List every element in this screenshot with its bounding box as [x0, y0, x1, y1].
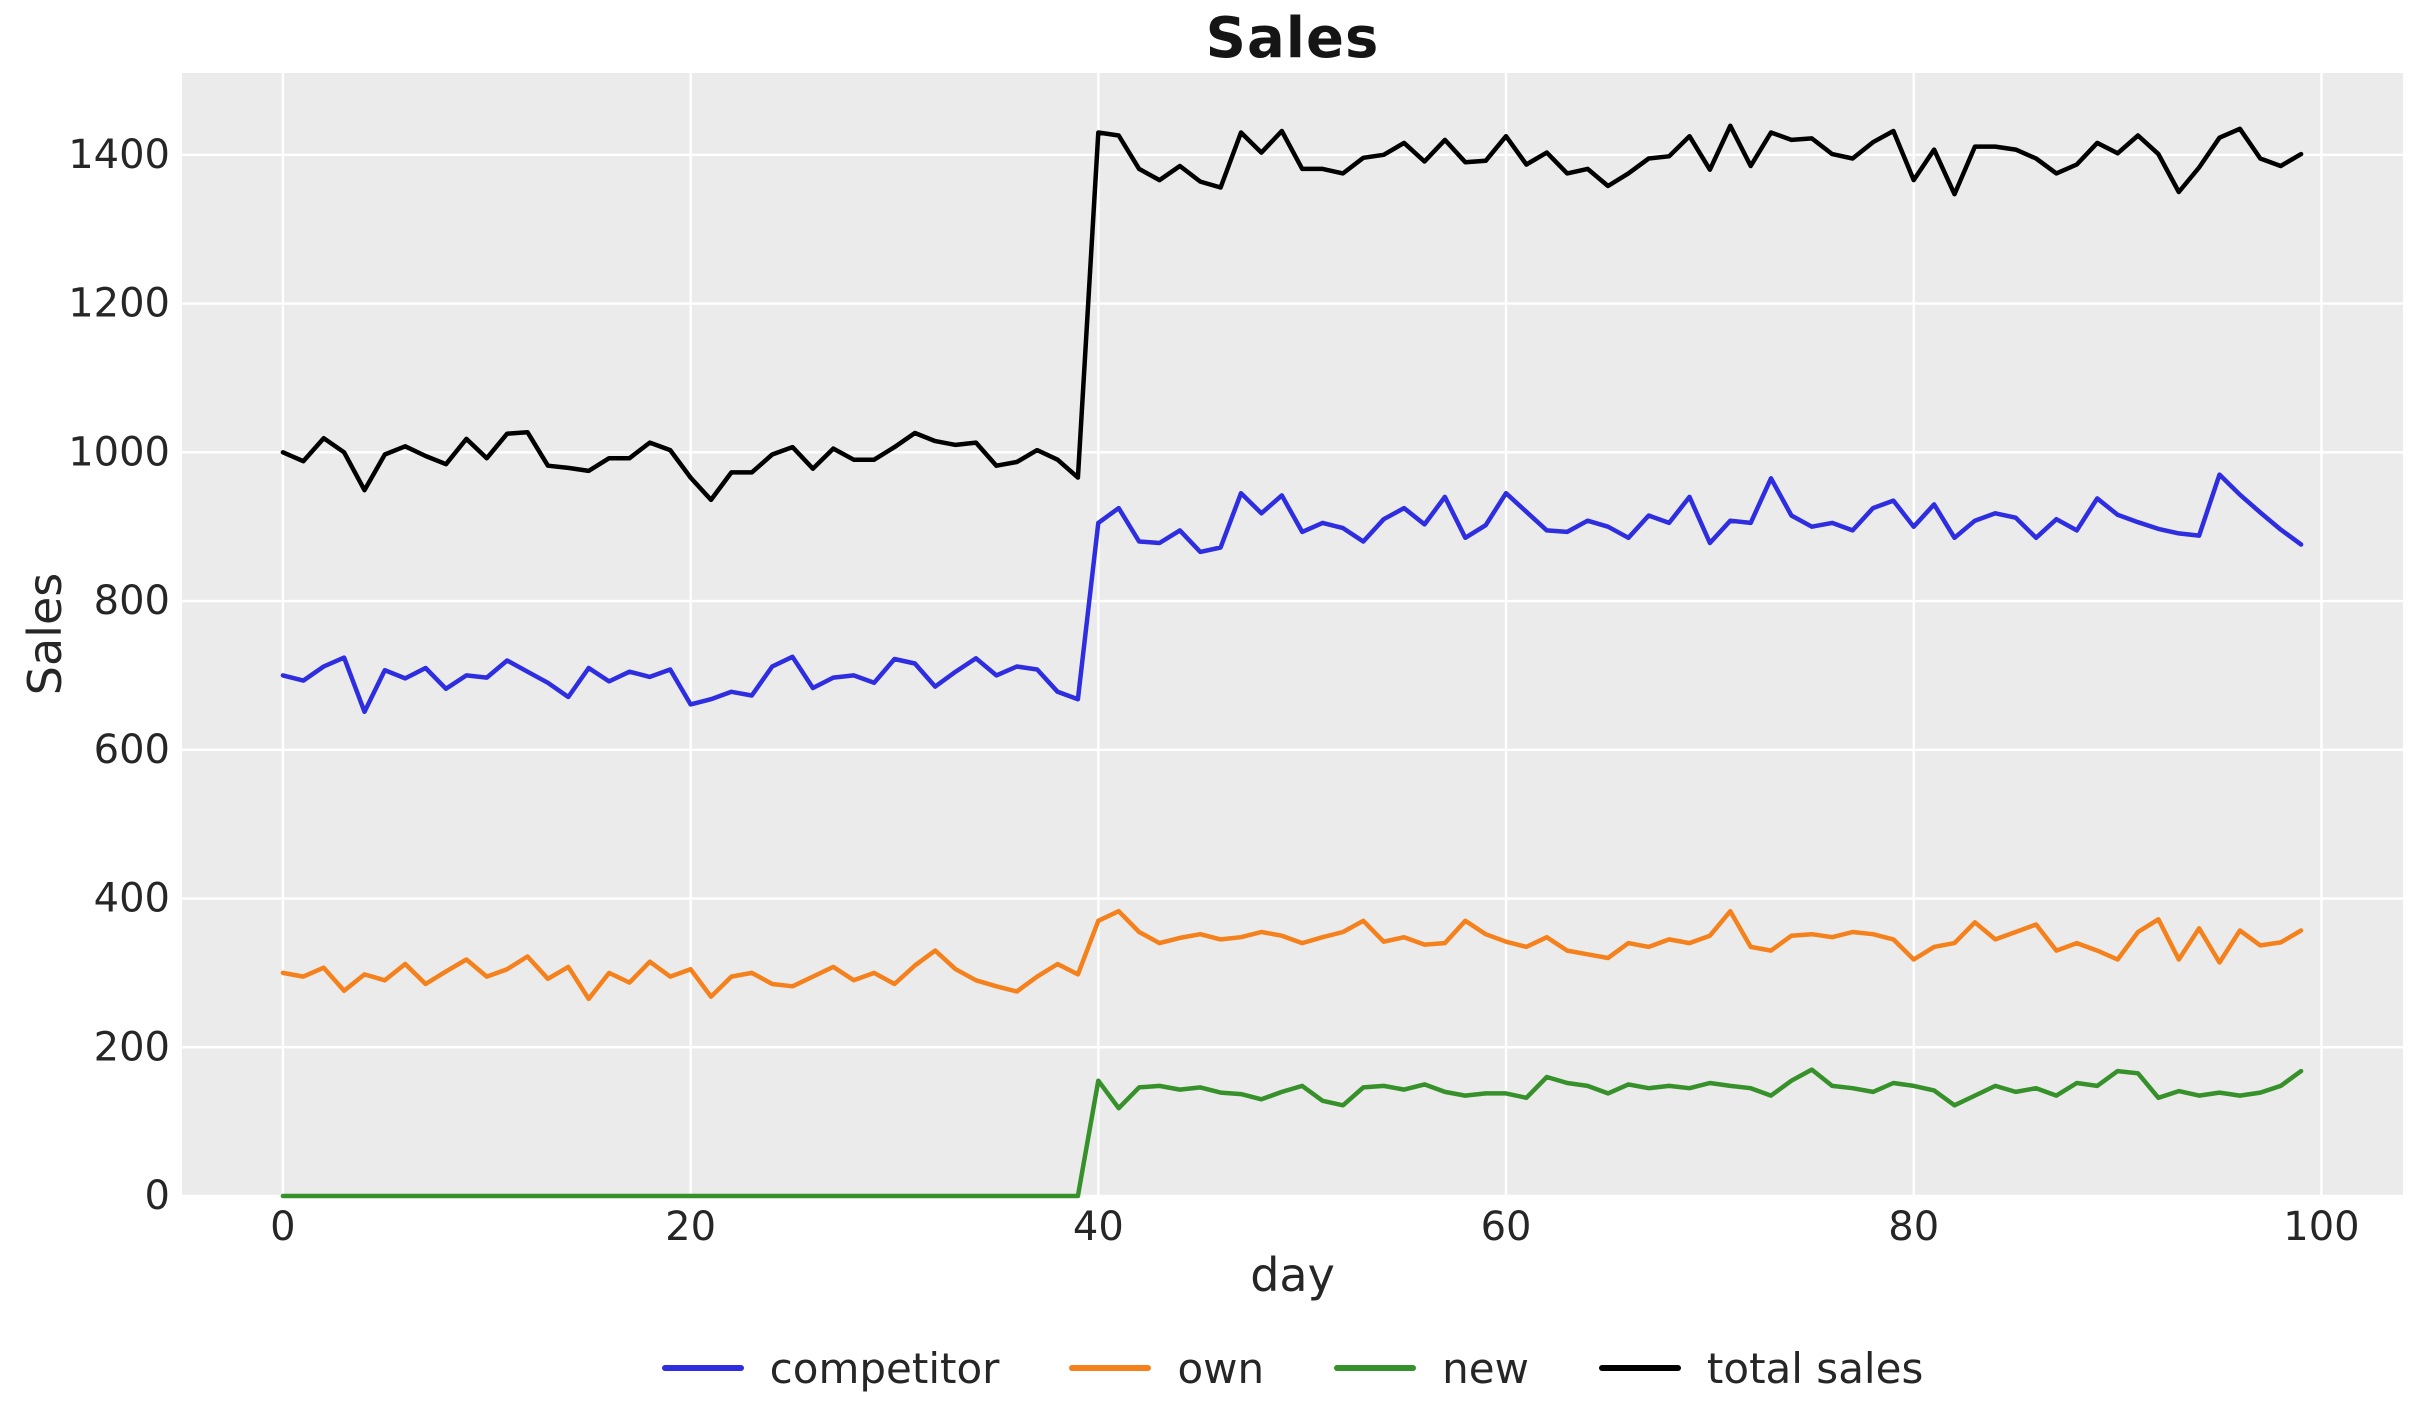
- y-tick-label: 800: [94, 578, 170, 624]
- series-line-competitor: [280, 472, 2304, 715]
- legend-label: own: [1177, 1343, 1265, 1393]
- legend-line-swatch: [1334, 1365, 1417, 1371]
- x-axis-label: day: [1250, 1248, 1335, 1302]
- y-tick-label: 1000: [68, 429, 170, 475]
- y-axis-label: Sales: [18, 572, 72, 696]
- x-tick-label: 100: [2283, 1204, 2359, 1250]
- y-tick-label: 200: [94, 1024, 170, 1070]
- x-tick-label: 80: [1888, 1204, 1939, 1250]
- chart-legend: competitor own new total sales: [182, 1338, 2403, 1398]
- legend-item-competitor: competitor: [661, 1343, 1000, 1393]
- legend-line-swatch: [661, 1365, 744, 1371]
- x-tick-label: 60: [1481, 1204, 1532, 1250]
- x-tick-label: 0: [270, 1204, 295, 1250]
- plot-area: [182, 73, 2403, 1196]
- chart-title: Sales: [1205, 6, 1380, 71]
- y-tick-label: 0: [145, 1173, 170, 1219]
- series-line-new: [280, 1067, 2304, 1199]
- y-tick-label: 1400: [68, 132, 170, 178]
- y-tick-label: 1200: [68, 281, 170, 327]
- series-line-own: [280, 908, 2304, 1002]
- x-tick-label: 40: [1073, 1204, 1124, 1250]
- series-line-total-sales: [280, 123, 2304, 503]
- legend-item-new: new: [1334, 1344, 1529, 1393]
- legend-line-swatch: [1598, 1365, 1681, 1371]
- legend-label: new: [1442, 1343, 1529, 1393]
- legend-line-swatch: [1069, 1365, 1152, 1371]
- legend-item-total-sales: total sales: [1598, 1343, 1924, 1393]
- legend-label: competitor: [769, 1343, 1000, 1393]
- legend-label: total sales: [1706, 1343, 1924, 1393]
- legend-item-own: own: [1069, 1344, 1264, 1393]
- y-tick-label: 600: [94, 727, 170, 773]
- x-tick-label: 20: [665, 1204, 716, 1250]
- y-tick-label: 400: [94, 876, 170, 922]
